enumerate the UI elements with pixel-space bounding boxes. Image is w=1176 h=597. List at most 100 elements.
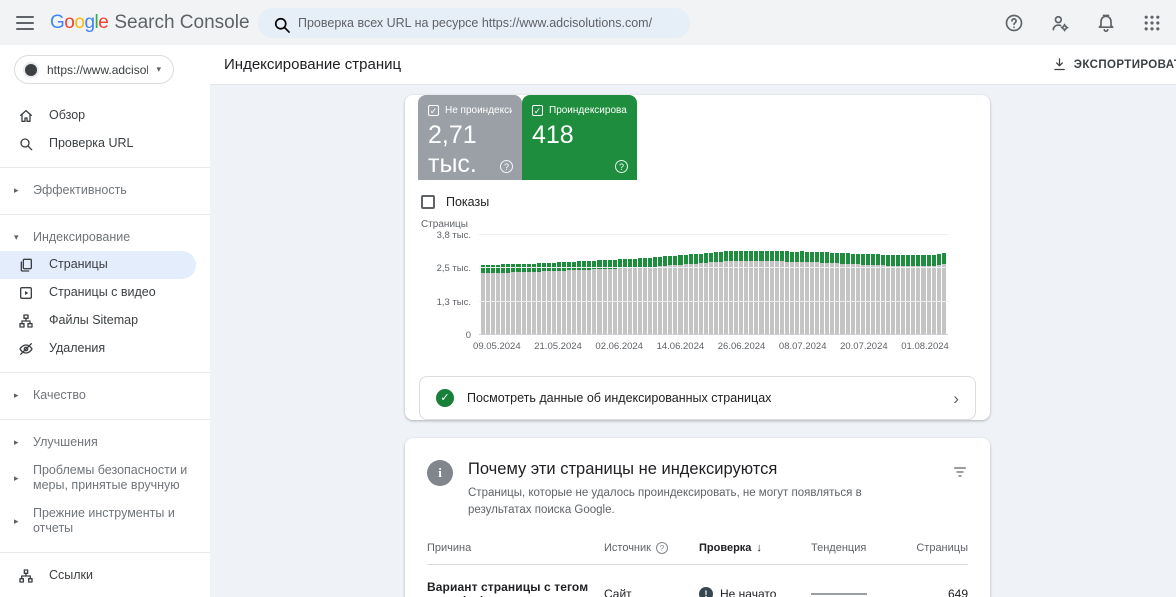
user-settings-icon[interactable] bbox=[1050, 13, 1070, 33]
chart-bar[interactable] bbox=[785, 235, 789, 335]
chart-bar[interactable] bbox=[840, 235, 844, 335]
chart-bar[interactable] bbox=[754, 235, 758, 335]
chart-bar[interactable] bbox=[684, 235, 688, 335]
filter-icon[interactable] bbox=[952, 460, 968, 520]
checkbox-checked-icon[interactable]: ✓ bbox=[428, 105, 439, 116]
chart-bar[interactable] bbox=[749, 235, 753, 335]
export-button[interactable]: ЭКСПОРТИРОВАТЬ bbox=[1052, 57, 1176, 72]
chart-bar[interactable] bbox=[916, 235, 920, 335]
chart-bar[interactable] bbox=[921, 235, 925, 335]
chart-bar[interactable] bbox=[835, 235, 839, 335]
chart-bar[interactable] bbox=[511, 235, 515, 335]
chart-bar[interactable] bbox=[532, 235, 536, 335]
question-icon[interactable]: ? bbox=[500, 160, 513, 173]
chart-bar[interactable] bbox=[552, 235, 556, 335]
chart-bar[interactable] bbox=[780, 235, 784, 335]
question-icon[interactable]: ? bbox=[656, 542, 668, 554]
chart-bar[interactable] bbox=[825, 235, 829, 335]
chart-bar[interactable] bbox=[765, 235, 769, 335]
chart-bar[interactable] bbox=[876, 235, 880, 335]
chart-bar[interactable] bbox=[901, 235, 905, 335]
chart-bar[interactable] bbox=[896, 235, 900, 335]
sidebar-item-indexing[interactable]: ▾Индексирование bbox=[0, 224, 196, 252]
chart-bar[interactable] bbox=[577, 235, 581, 335]
chart-bar[interactable] bbox=[491, 235, 495, 335]
chart-bar[interactable] bbox=[678, 235, 682, 335]
col-validation[interactable]: Проверка ↓ bbox=[699, 542, 811, 554]
chart-bar[interactable] bbox=[937, 235, 941, 335]
sidebar-item-legacy-tools[interactable]: ▸Прежние инструменты и отчеты bbox=[0, 500, 196, 543]
chart-bar[interactable] bbox=[572, 235, 576, 335]
chart-bar[interactable] bbox=[795, 235, 799, 335]
chart-bar[interactable] bbox=[587, 235, 591, 335]
col-reason[interactable]: Причина bbox=[427, 542, 604, 554]
checkbox-checked-icon[interactable]: ✓ bbox=[532, 105, 543, 116]
chart-bar[interactable] bbox=[881, 235, 885, 335]
chart-bar[interactable] bbox=[724, 235, 728, 335]
chart-bar[interactable] bbox=[739, 235, 743, 335]
chart-bar[interactable] bbox=[648, 235, 652, 335]
chart-bar[interactable] bbox=[704, 235, 708, 335]
chart-bar[interactable] bbox=[608, 235, 612, 335]
sidebar-item-overview[interactable]: Обзор bbox=[0, 102, 196, 130]
chart-bar[interactable] bbox=[790, 235, 794, 335]
chart-bar[interactable] bbox=[633, 235, 637, 335]
chart-bar[interactable] bbox=[496, 235, 500, 335]
chart-bar[interactable] bbox=[557, 235, 561, 335]
chart-bar[interactable] bbox=[856, 235, 860, 335]
notifications-bell-icon[interactable] bbox=[1096, 13, 1116, 33]
chart-bar[interactable] bbox=[628, 235, 632, 335]
chart-bar[interactable] bbox=[582, 235, 586, 335]
col-trend[interactable]: Тенденция bbox=[811, 542, 906, 554]
chart-bar[interactable] bbox=[719, 235, 723, 335]
chart-bar[interactable] bbox=[481, 235, 485, 335]
chart-bar[interactable] bbox=[603, 235, 607, 335]
chart-bar[interactable] bbox=[613, 235, 617, 335]
sidebar-item-removals[interactable]: Удаления bbox=[0, 335, 196, 363]
chart-bar[interactable] bbox=[759, 235, 763, 335]
chart-bar[interactable] bbox=[673, 235, 677, 335]
help-icon[interactable] bbox=[1004, 13, 1024, 33]
property-selector[interactable]: https://www.adcisol... ▾ bbox=[14, 55, 174, 84]
url-inspection-searchbar[interactable]: Проверка всех URL на ресурсе https://www… bbox=[258, 8, 690, 38]
chart-bar[interactable] bbox=[506, 235, 510, 335]
chart-bar[interactable] bbox=[714, 235, 718, 335]
chart-bar[interactable] bbox=[542, 235, 546, 335]
sidebar-item-url-inspection[interactable]: Проверка URL bbox=[0, 130, 196, 158]
col-pages[interactable]: Страницы bbox=[906, 542, 968, 554]
sidebar-item-links[interactable]: Ссылки bbox=[0, 562, 196, 590]
sidebar-item-enhancements[interactable]: ▸Улучшения bbox=[0, 429, 196, 457]
chart-bar[interactable] bbox=[886, 235, 890, 335]
chart-bar[interactable] bbox=[653, 235, 657, 335]
chart-bar[interactable] bbox=[501, 235, 505, 335]
chart-bar[interactable] bbox=[658, 235, 662, 335]
chart-bar[interactable] bbox=[815, 235, 819, 335]
chart-bar[interactable] bbox=[942, 235, 946, 335]
chart-bar[interactable] bbox=[597, 235, 601, 335]
chart-bar[interactable] bbox=[729, 235, 733, 335]
chart-bar[interactable] bbox=[699, 235, 703, 335]
chart-bar[interactable] bbox=[891, 235, 895, 335]
chart-bar[interactable] bbox=[668, 235, 672, 335]
chart-bar[interactable] bbox=[522, 235, 526, 335]
sidebar-item-video-pages[interactable]: Страницы с видео bbox=[0, 279, 196, 307]
chart-bar[interactable] bbox=[709, 235, 713, 335]
chart-bar[interactable] bbox=[770, 235, 774, 335]
chart-bar[interactable] bbox=[689, 235, 693, 335]
sidebar-item-performance[interactable]: ▸Эффективность bbox=[0, 177, 196, 205]
hamburger-menu-icon[interactable] bbox=[16, 16, 34, 30]
chart-bar[interactable] bbox=[927, 235, 931, 335]
tab-indexed[interactable]: ✓ Проиндексирова... 418 ? bbox=[522, 95, 637, 180]
impressions-toggle[interactable]: Показы bbox=[421, 195, 974, 209]
chart-bar[interactable] bbox=[851, 235, 855, 335]
chart-bar[interactable] bbox=[516, 235, 520, 335]
chart-bar[interactable] bbox=[810, 235, 814, 335]
chart-bar[interactable] bbox=[775, 235, 779, 335]
chart-bar[interactable] bbox=[663, 235, 667, 335]
chart-bar[interactable] bbox=[638, 235, 642, 335]
chart-bar[interactable] bbox=[871, 235, 875, 335]
chart-bar[interactable] bbox=[911, 235, 915, 335]
google-apps-grid-icon[interactable] bbox=[1142, 13, 1162, 33]
col-source[interactable]: Источник ? bbox=[604, 542, 699, 554]
app-logo[interactable]: Google Search Console bbox=[50, 12, 226, 34]
